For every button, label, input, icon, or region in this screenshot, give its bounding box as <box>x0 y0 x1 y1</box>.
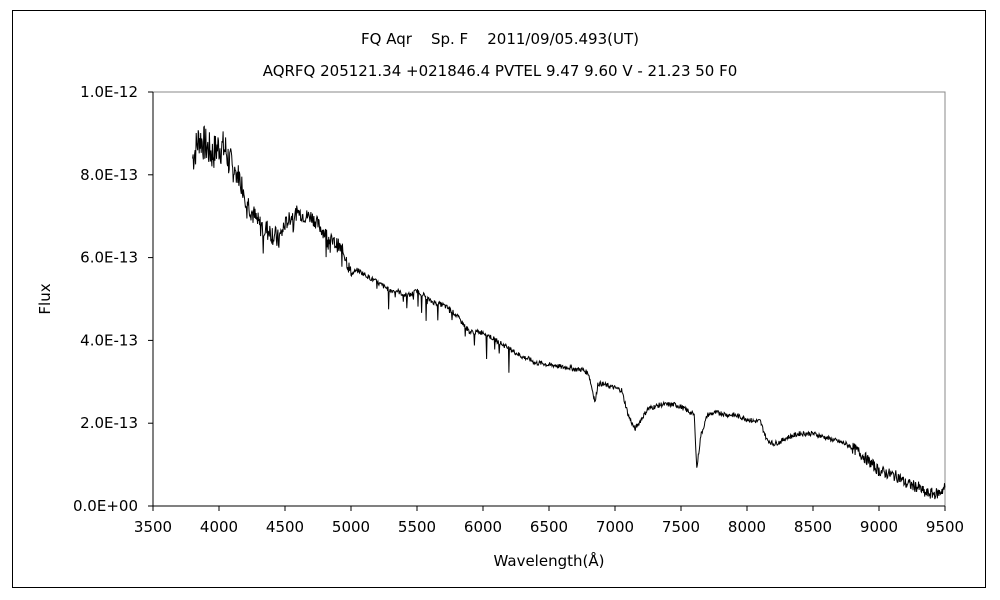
x-axis-ticks: 3500 4000 4500 5000 5500 6000 6500 7000 7500 8000… <box>134 506 964 536</box>
y-tick-label: 1.0E-12 <box>80 83 138 101</box>
x-tick-label: 8000 <box>728 518 766 536</box>
x-axis-label: Wavelength(Å) <box>494 551 605 570</box>
x-tick-label: 7500 <box>662 518 700 536</box>
x-tick-label: 9500 <box>926 518 964 536</box>
chart-title: FQ Aqr Sp. F 2011/09/05.493(UT) <box>361 30 639 48</box>
x-tick-label: 6000 <box>464 518 502 536</box>
x-tick-label: 7000 <box>596 518 634 536</box>
chart-subtitle: AQRFQ 205121.34 +021846.4 PVTEL 9.47 9.6… <box>263 62 738 80</box>
y-tick-label: 0.0E+00 <box>73 497 138 515</box>
y-tick-label: 2.0E-13 <box>80 414 138 432</box>
y-axis-ticks: 0.0E+00 2.0E-13 4.0E-13 6.0E-13 8.0E-13 1.0E-… <box>73 83 153 515</box>
y-tick-label: 4.0E-13 <box>80 331 138 349</box>
y-tick-label: 6.0E-13 <box>80 249 138 267</box>
plot-area <box>152 91 946 507</box>
chart-frame <box>12 10 986 588</box>
y-tick-label: 8.0E-13 <box>80 166 138 184</box>
x-tick-label: 5500 <box>398 518 436 536</box>
x-tick-label: 4000 <box>200 518 238 536</box>
x-tick-label: 3500 <box>134 518 172 536</box>
x-tick-label: 4500 <box>266 518 304 536</box>
x-tick-label: 8500 <box>794 518 832 536</box>
x-tick-label: 6500 <box>530 518 568 536</box>
y-axis-label: Flux <box>36 283 54 314</box>
spectrum-line <box>192 125 946 500</box>
x-tick-label: 5000 <box>332 518 370 536</box>
x-tick-label: 9000 <box>860 518 898 536</box>
